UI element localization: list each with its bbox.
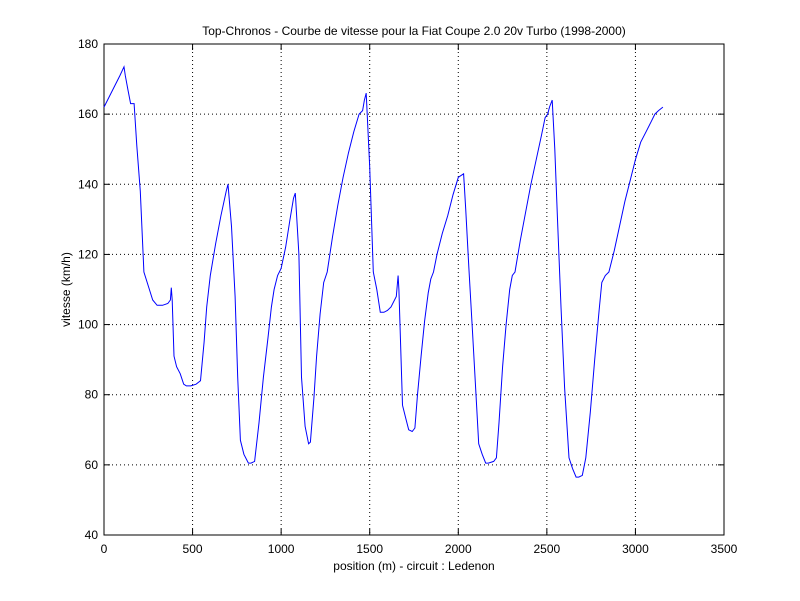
x-axis-title: position (m) - circuit : Ledenon <box>333 559 494 573</box>
x-tick-label: 1000 <box>268 542 295 556</box>
y-tick-label: 40 <box>85 528 99 542</box>
plot-area-frame <box>103 43 725 536</box>
grid-lines <box>104 44 724 535</box>
y-tick-label: 100 <box>78 318 98 332</box>
y-tick-label: 120 <box>78 247 98 261</box>
y-tick-labels: 40 60 80 100 120 140 160 180 <box>78 37 98 542</box>
x-tick-label: 3500 <box>711 542 738 556</box>
x-tick-label: 3000 <box>622 542 649 556</box>
speed-series-line <box>103 65 664 478</box>
y-tick-label: 80 <box>85 388 99 402</box>
y-axis-title: vitesse (km/h) <box>59 252 73 327</box>
x-tick-label: 500 <box>183 542 203 556</box>
x-tick-label: 2500 <box>534 542 561 556</box>
x-tick-label: 2000 <box>445 542 472 556</box>
axis-ticks <box>103 43 725 536</box>
y-tick-label: 140 <box>78 177 98 191</box>
y-tick-label: 60 <box>85 458 99 472</box>
chart-title: Top-Chronos - Courbe de vitesse pour la … <box>202 24 626 38</box>
x-tick-label: 1500 <box>356 542 383 556</box>
x-tick-labels: 0 500 1000 1500 2000 2500 3000 3500 <box>101 542 738 556</box>
y-tick-label: 160 <box>78 107 98 121</box>
y-tick-label: 180 <box>78 37 98 51</box>
x-tick-label: 0 <box>101 542 108 556</box>
